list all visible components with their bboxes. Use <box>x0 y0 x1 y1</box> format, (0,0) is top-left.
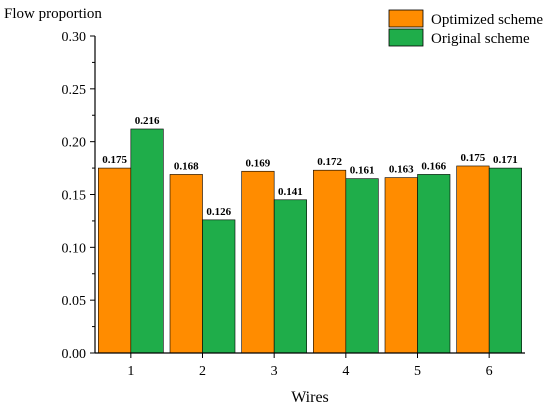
legend-label-optimized: Optimized scheme <box>431 12 543 28</box>
y-axis-label: Flow proportion <box>4 6 102 22</box>
y-ticks-layer: 0.00 0.05 0.10 0.15 0.20 0.25 0.30 <box>62 30 95 362</box>
data-label-original: 0.216 <box>135 115 160 127</box>
y-tick-label: 0.00 <box>62 347 87 362</box>
data-label-original: 0.126 <box>206 206 231 218</box>
bar-original <box>273 199 307 354</box>
y-tick-label: 0.30 <box>62 30 87 45</box>
bar-original <box>202 219 236 354</box>
data-label-optimized: 0.169 <box>246 157 271 169</box>
bar-original <box>488 167 522 354</box>
x-tick-label: 1 <box>127 364 134 379</box>
data-label-original: 0.166 <box>421 160 446 172</box>
bars-layer <box>98 128 522 354</box>
y-tick-label: 0.25 <box>62 83 87 98</box>
data-label-original: 0.171 <box>493 154 518 166</box>
bar-original <box>417 174 451 354</box>
legend-label-original: Original scheme <box>431 31 530 47</box>
bar-optimized <box>241 170 275 354</box>
x-ticks-layer: 1 2 3 4 5 6 <box>127 353 493 379</box>
bar-optimized <box>169 174 203 354</box>
data-labels-layer: 0.175 0.168 0.169 0.172 0.163 0.175 0.216 0.126… <box>102 115 518 218</box>
y-tick-label: 0.15 <box>62 189 87 204</box>
y-tick-label: 0.05 <box>62 294 87 309</box>
data-label-optimized: 0.175 <box>461 152 486 164</box>
data-label-optimized: 0.163 <box>389 164 414 176</box>
data-label-optimized: 0.172 <box>317 156 342 168</box>
bar-original <box>130 128 164 354</box>
x-tick-label: 5 <box>414 364 421 379</box>
legend: Optimized scheme Original scheme <box>388 9 543 47</box>
legend-swatch-original <box>388 28 424 47</box>
x-tick-label: 2 <box>199 364 206 379</box>
bar-optimized <box>456 165 490 354</box>
bar-optimized <box>313 169 347 354</box>
bar-optimized <box>384 177 418 354</box>
data-label-optimized: 0.168 <box>174 160 199 172</box>
bar-original <box>345 178 379 354</box>
data-label-original: 0.141 <box>278 186 303 198</box>
x-axis-label: Wires <box>291 389 329 406</box>
bar-optimized <box>98 167 132 354</box>
y-tick-label: 0.10 <box>62 241 87 256</box>
legend-swatch-optimized <box>388 9 424 28</box>
y-tick-label: 0.20 <box>62 136 87 151</box>
x-tick-label: 3 <box>271 364 278 379</box>
data-label-original: 0.161 <box>350 165 375 177</box>
x-tick-label: 6 <box>486 364 493 379</box>
x-tick-label: 4 <box>342 364 349 379</box>
data-label-optimized: 0.175 <box>102 154 127 166</box>
